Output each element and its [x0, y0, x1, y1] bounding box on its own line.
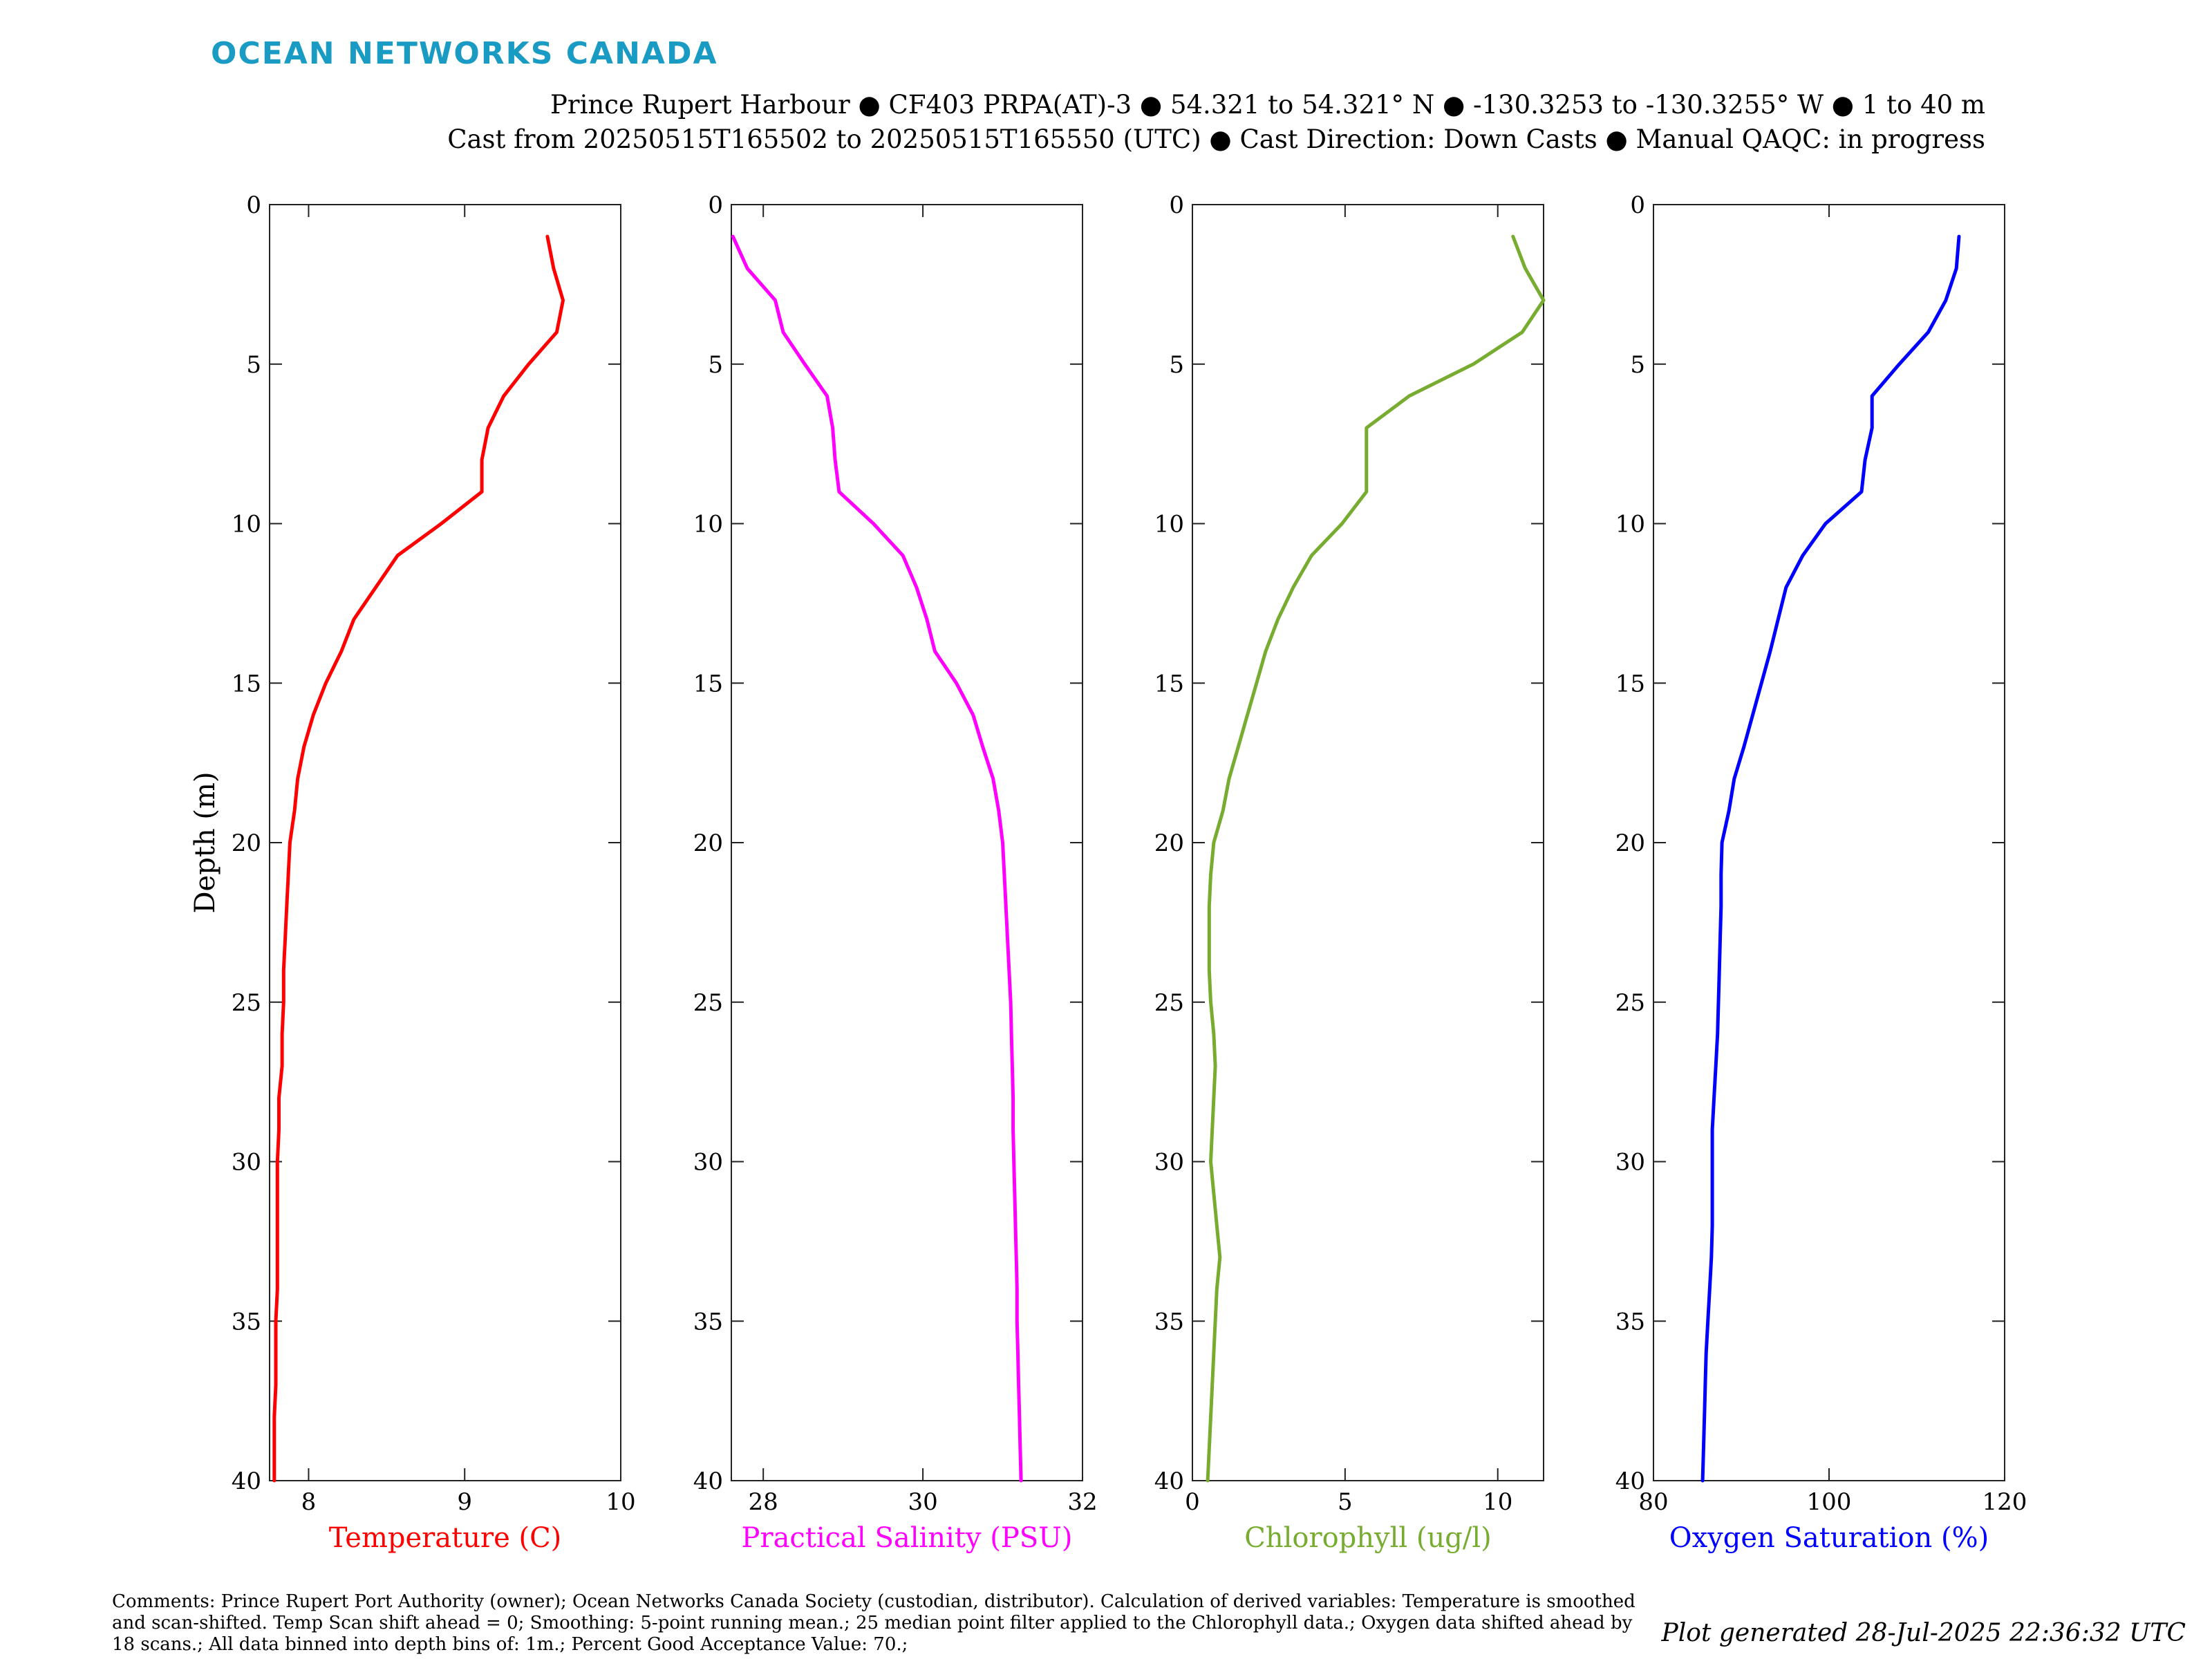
y-tick-label: 0 — [708, 191, 723, 219]
brand-logo-text: OCEAN NETWORKS CANADA — [211, 36, 718, 71]
profile-line-4 — [1700, 234, 1961, 1483]
y-tick-label: 15 — [1615, 670, 1645, 697]
y-tick-label: 15 — [1154, 670, 1184, 697]
y-tick-label: 0 — [1630, 191, 1645, 219]
x-tick-label: 9 — [457, 1488, 472, 1516]
x-axis-label: Chlorophyll (ug/l) — [1244, 1522, 1492, 1554]
y-tick-label: 25 — [232, 989, 261, 1017]
x-tick-label: 10 — [1483, 1488, 1512, 1516]
x-tick-label: 0 — [1185, 1488, 1200, 1516]
x-axis-label: Practical Salinity (PSU) — [742, 1522, 1073, 1554]
y-tick-label: 20 — [1154, 830, 1184, 857]
y-tick-label: 5 — [246, 351, 261, 379]
y-tick-label: 10 — [232, 511, 261, 538]
profile-line-2 — [731, 234, 1023, 1483]
y-tick-label: 5 — [1169, 351, 1184, 379]
axes-box-3 — [1192, 204, 1544, 1481]
x-tick-label: 5 — [1338, 1488, 1353, 1516]
y-tick-label: 20 — [693, 830, 723, 857]
y-tick-label: 35 — [1615, 1308, 1645, 1335]
x-tick-label: 8 — [301, 1488, 317, 1516]
y-tick-label: 15 — [232, 670, 261, 697]
x-tick-label: 10 — [606, 1488, 635, 1516]
x-tick-label: 28 — [749, 1488, 778, 1516]
y-tick-label: 25 — [1154, 989, 1184, 1017]
y-tick-label: 25 — [693, 989, 723, 1017]
axes-box-1 — [269, 204, 621, 1481]
y-tick-label: 30 — [1615, 1149, 1645, 1177]
plot-title-line-2: Cast from 20250515T165502 to 20250515T16… — [447, 124, 1985, 154]
y-tick-label: 30 — [1154, 1149, 1184, 1177]
x-tick-label: 120 — [1983, 1488, 2027, 1516]
y-tick-label: 35 — [1154, 1308, 1184, 1335]
y-tick-label: 0 — [1169, 191, 1184, 219]
y-tick-label: 0 — [246, 191, 261, 219]
profile-line-1 — [272, 234, 565, 1483]
y-tick-label: 10 — [693, 511, 723, 538]
y-tick-label: 30 — [693, 1149, 723, 1177]
x-tick-label: 100 — [1807, 1488, 1852, 1516]
y-tick-label: 25 — [1615, 989, 1645, 1017]
y-tick-label: 20 — [232, 830, 261, 857]
plot-title-line-1: Prince Rupert Harbour ● CF403 PRPA(AT)-3… — [550, 90, 1985, 120]
x-tick-label: 32 — [1067, 1488, 1097, 1516]
y-tick-label: 5 — [1630, 351, 1645, 379]
y-tick-label: 40 — [1154, 1468, 1184, 1495]
x-tick-label: 80 — [1638, 1488, 1668, 1516]
y-tick-label: 15 — [693, 670, 723, 697]
y-tick-label: 5 — [708, 351, 723, 379]
y-tick-label: 20 — [1615, 830, 1645, 857]
y-tick-label: 40 — [232, 1468, 261, 1495]
y-tick-label: 40 — [1615, 1468, 1645, 1495]
y-tick-label: 35 — [693, 1308, 723, 1335]
y-tick-label: 10 — [1154, 511, 1184, 538]
x-axis-label: Temperature (C) — [329, 1522, 562, 1554]
x-tick-label: 30 — [908, 1488, 937, 1516]
axes-box-2 — [731, 204, 1083, 1481]
comments-text: Comments: Prince Rupert Port Authority (… — [112, 1591, 1635, 1655]
y-tick-label: 40 — [693, 1468, 723, 1495]
axes-box-4 — [1653, 204, 2005, 1481]
y-tick-label: 10 — [1615, 511, 1645, 538]
x-axis-label: Oxygen Saturation (%) — [1669, 1522, 1989, 1554]
y-tick-label: 35 — [232, 1308, 261, 1335]
profile-line-3 — [1206, 234, 1546, 1483]
y-axis-label: Depth (m) — [189, 771, 221, 913]
y-tick-label: 30 — [232, 1149, 261, 1177]
plot-generated-timestamp: Plot generated 28-Jul-2025 22:36:32 UTC — [1661, 1619, 2186, 1647]
